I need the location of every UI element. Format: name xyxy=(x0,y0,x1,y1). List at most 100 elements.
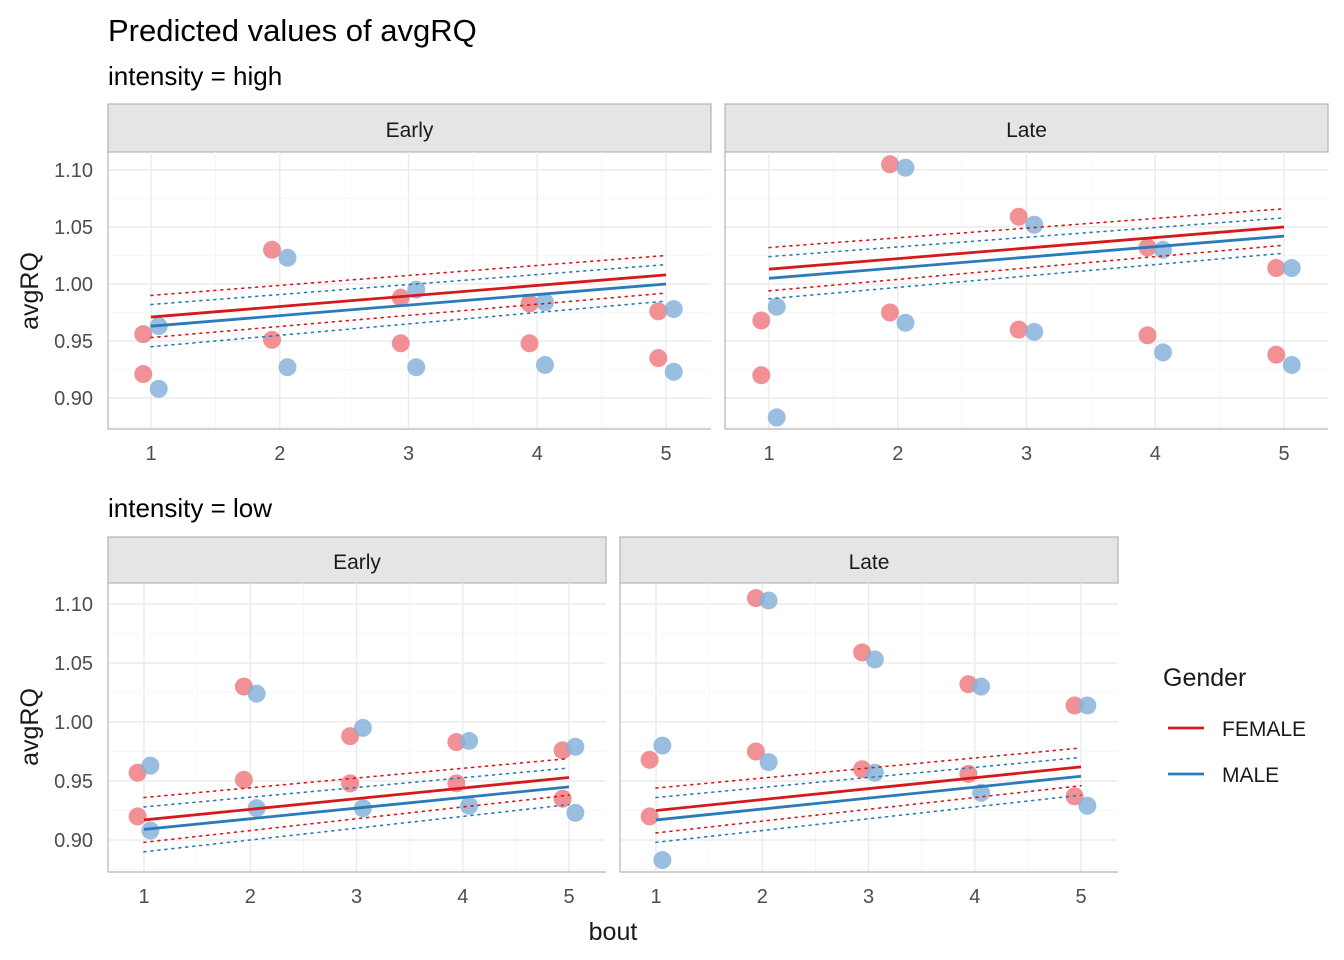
strip-label-low-early: Early xyxy=(333,551,381,574)
panel-high-early: 1 2 3 4 5 0.90 0.95 1.00 1.05 1.10 xyxy=(54,152,711,465)
point-male xyxy=(1078,696,1097,715)
point-female xyxy=(553,789,572,808)
strip-label-low-late: Late xyxy=(849,551,890,574)
prediction-line-male xyxy=(150,282,667,328)
x-tick-label: 2 xyxy=(892,443,903,465)
strip-label-high-early: Early xyxy=(386,119,434,142)
y-axis-title-high: avgRQ xyxy=(16,252,44,330)
point-male xyxy=(1025,215,1044,234)
x-tick-label: 4 xyxy=(457,886,468,908)
subtitle-low: intensity = low xyxy=(108,493,272,523)
point-male xyxy=(278,248,297,267)
point-male xyxy=(767,408,786,427)
panel-low-early: 1 2 3 4 5 0.90 0.95 1.00 1.05 1.10 xyxy=(54,583,606,908)
legend-title: Gender xyxy=(1163,664,1246,692)
x-tick-label: 4 xyxy=(969,886,980,908)
point-male xyxy=(1078,796,1097,815)
legend-label-female: FEMALE xyxy=(1222,718,1306,741)
point-male xyxy=(865,650,884,669)
ci-lower-male xyxy=(768,252,1285,300)
point-male xyxy=(759,753,778,772)
x-tick-label: 5 xyxy=(563,886,574,908)
x-tick-label: 2 xyxy=(245,886,256,908)
ci-lower-male xyxy=(150,300,667,348)
y-tick-label: 0.95 xyxy=(54,331,93,353)
point-male xyxy=(460,796,479,815)
x-tick-label: 2 xyxy=(274,443,285,465)
point-male xyxy=(896,158,915,177)
prediction-line-male xyxy=(655,774,1082,822)
ci-lower-male xyxy=(143,803,570,853)
point-female xyxy=(1009,207,1028,226)
point-female xyxy=(746,742,765,761)
y-tick-label: 1.00 xyxy=(54,712,93,734)
point-male xyxy=(664,362,683,381)
point-male xyxy=(653,851,672,870)
point-female xyxy=(341,727,360,746)
subtitle-high: intensity = high xyxy=(108,61,282,91)
point-female xyxy=(134,325,153,344)
point-female xyxy=(391,334,410,353)
prediction-line-female xyxy=(655,765,1082,812)
y-axis-title-low: avgRQ xyxy=(16,688,44,766)
point-female xyxy=(520,294,539,313)
ci-upper-male xyxy=(768,217,1285,258)
point-female xyxy=(234,770,253,789)
x-tick-label: 1 xyxy=(138,886,149,908)
prediction-line-female xyxy=(768,225,1285,271)
point-male xyxy=(1153,343,1172,362)
x-tick-label: 5 xyxy=(1278,443,1289,465)
ci-lower-female xyxy=(143,794,570,844)
point-male xyxy=(566,737,585,756)
strip-low-early: Early xyxy=(107,536,607,584)
point-female xyxy=(881,155,900,174)
point-male xyxy=(1025,322,1044,341)
point-female xyxy=(1065,696,1084,715)
ci-lower-female xyxy=(655,784,1082,834)
strip-label-high-late: Late xyxy=(1006,119,1047,142)
prediction-line-female xyxy=(143,776,570,822)
x-tick-label: 5 xyxy=(660,443,671,465)
point-male xyxy=(972,677,991,696)
legend-label-male: MALE xyxy=(1222,764,1279,787)
prediction-line-male xyxy=(143,785,570,831)
prediction-line-male xyxy=(768,234,1285,280)
point-female xyxy=(640,750,659,769)
strip-low-late: Late xyxy=(619,536,1119,584)
x-tick-label: 1 xyxy=(145,443,156,465)
ci-upper-male xyxy=(143,767,570,808)
ci-lower-male xyxy=(655,794,1082,844)
point-female xyxy=(341,774,360,793)
point-male xyxy=(664,300,683,319)
point-male xyxy=(767,297,786,316)
point-male xyxy=(141,756,160,775)
point-male xyxy=(535,293,554,312)
point-male xyxy=(535,355,554,374)
point-female xyxy=(752,366,771,385)
point-male xyxy=(141,821,160,840)
point-female xyxy=(752,311,771,330)
strip-high-late: Late xyxy=(724,103,1329,153)
y-tick-label: 0.90 xyxy=(54,388,93,410)
x-tick-label: 5 xyxy=(1075,886,1086,908)
y-tick-label: 0.95 xyxy=(54,771,93,793)
point-male xyxy=(566,803,585,822)
point-female xyxy=(881,303,900,322)
point-female xyxy=(1009,320,1028,339)
x-tick-label: 4 xyxy=(1150,443,1161,465)
panel-high-late: 1 2 3 4 5 xyxy=(724,152,1328,465)
point-female xyxy=(134,365,153,384)
point-male xyxy=(407,358,426,377)
panels: 1 2 3 4 5 0.90 0.95 1.00 1.05 1.10 1 2 3 4 5 1 2 3 4 5 0.90 0… xyxy=(54,152,1328,908)
point-female xyxy=(1267,345,1286,364)
chart-title: Predicted values of avgRQ xyxy=(108,13,477,48)
panel-low-late: 1 2 3 4 5 xyxy=(619,583,1118,908)
ci-upper-female xyxy=(143,757,570,799)
point-male xyxy=(353,718,372,737)
point-female xyxy=(1267,259,1286,278)
prediction-line-female xyxy=(150,273,667,319)
point-female xyxy=(520,334,539,353)
point-male xyxy=(896,313,915,332)
point-male xyxy=(247,684,266,703)
ci-upper-female xyxy=(768,207,1285,249)
